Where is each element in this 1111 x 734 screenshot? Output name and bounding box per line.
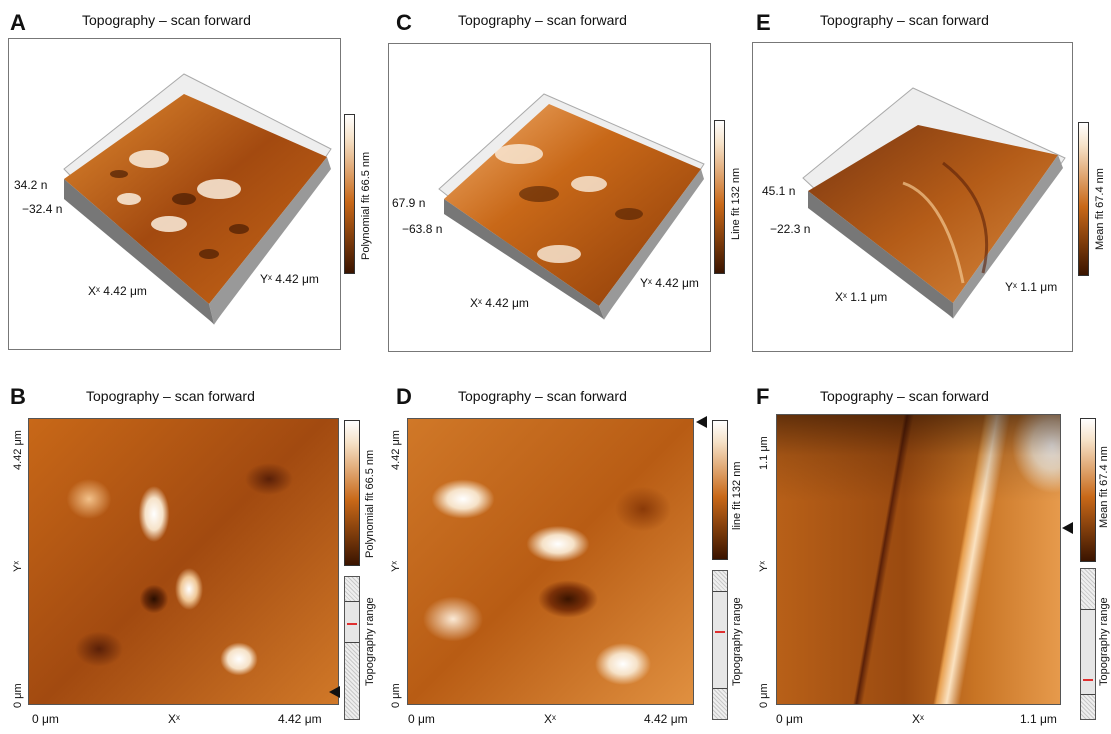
panel-a-x-axis: Xˣ 4.42 μm	[88, 284, 147, 298]
panel-f-topography-image	[776, 414, 1061, 705]
panel-f-y-mid: Yˣ	[758, 561, 770, 572]
panel-f-x-right: 1.1 μm	[1020, 712, 1057, 726]
panel-e-colorbar-label: Mean fit 67.4 nm	[1094, 168, 1106, 250]
panel-c-z-bottom: −63.8 n	[402, 222, 443, 236]
panel-d-letter: D	[396, 384, 412, 409]
panel-f-title: Topography – scan forward	[820, 388, 989, 404]
panel-a-z-top: 34.2 n	[14, 178, 48, 192]
panel-d-x-right: 4.42 μm	[644, 712, 688, 726]
panel-f-y-top: 1.1 μm	[758, 436, 770, 470]
panel-d-scale-pointer-icon[interactable]	[696, 416, 707, 428]
panel-e-title: Topography – scan forward	[820, 12, 989, 28]
panel-d-x-mid: Xˣ	[544, 712, 556, 726]
panel-c-letter: C	[396, 10, 412, 35]
panel-d-topography-range	[712, 570, 728, 720]
panel-b-title: Topography – scan forward	[86, 388, 255, 404]
panel-e-z-top: 45.1 n	[762, 184, 796, 198]
panel-a-title: Topography – scan forward	[82, 12, 251, 28]
panel-d-colorbar	[712, 420, 728, 560]
panel-d-y-top: 4.42 μm	[390, 430, 402, 470]
panel-a-colorbar	[344, 114, 355, 274]
panel-c-colorbar	[714, 120, 725, 274]
panel-b-topography-range	[344, 576, 360, 720]
panel-c-y-axis: Yˣ 4.42 μm	[640, 276, 699, 290]
panel-b-x-right: 4.42 μm	[278, 712, 322, 726]
panel-f-x-mid: Xˣ	[912, 712, 924, 726]
panel-f-scale-pointer-icon[interactable]	[1062, 522, 1073, 534]
panel-a-3d-surface	[8, 38, 341, 350]
panel-d-x-left: 0 μm	[408, 712, 435, 726]
panel-b-x-left: 0 μm	[32, 712, 59, 726]
panel-f-colorbar-label: Mean fit 67.4 nm	[1098, 446, 1110, 528]
panel-c-z-top: 67.9 n	[392, 196, 426, 210]
panel-c-title: Topography – scan forward	[458, 12, 627, 28]
panel-d-title: Topography – scan forward	[458, 388, 627, 404]
panel-c-x-axis: Xˣ 4.42 μm	[470, 296, 529, 310]
panel-a-z-bottom: −32.4 n	[22, 202, 63, 216]
panel-b-range-pointer-icon[interactable]	[329, 686, 340, 698]
panel-d-y-bottom: 0 μm	[390, 683, 402, 708]
panel-d-y-mid: Yˣ	[390, 561, 402, 572]
panel-d-range-label: Topography range	[731, 597, 743, 686]
panel-e-x-axis: Xˣ 1.1 μm	[835, 290, 888, 304]
panel-c-colorbar-label: Line fit 132 nm	[730, 167, 742, 240]
panel-e-colorbar	[1078, 122, 1089, 276]
panel-b-colorbar	[344, 420, 360, 566]
panel-d-topography-image	[407, 418, 694, 705]
panel-b-y-top: 4.42 μm	[12, 430, 24, 470]
panel-c-3d-surface	[388, 43, 711, 352]
panel-b-x-mid: Xˣ	[168, 712, 180, 726]
panel-b-letter: B	[10, 384, 26, 409]
panel-e-letter: E	[756, 10, 771, 35]
panel-b-range-label: Topography range	[364, 597, 376, 686]
panel-e-y-axis: Yˣ 1.1 μm	[1005, 280, 1058, 294]
panel-a-colorbar-label: Polynomial fit 66.5 nm	[360, 151, 372, 260]
panel-a-y-axis: Yˣ 4.42 μm	[260, 272, 319, 286]
panel-e-z-bottom: −22.3 n	[770, 222, 811, 236]
panel-d-colorbar-label: line fit 132 nm	[731, 461, 743, 530]
panel-b-y-mid: Yˣ	[12, 561, 24, 572]
panel-b-colorbar-label: Polynomial fit 66.5 nm	[364, 449, 376, 558]
panel-b-topography-image	[28, 418, 339, 705]
panel-a-letter: A	[10, 10, 26, 35]
panel-f-y-bottom: 0 μm	[758, 683, 770, 708]
panel-f-x-left: 0 μm	[776, 712, 803, 726]
panel-e-3d-surface	[752, 42, 1073, 352]
panel-f-letter: F	[756, 384, 770, 409]
panel-f-range-label: Topography range	[1098, 597, 1110, 686]
panel-b-y-bottom: 0 μm	[12, 683, 24, 708]
panel-f-topography-range	[1080, 568, 1096, 720]
panel-f-colorbar	[1080, 418, 1096, 562]
